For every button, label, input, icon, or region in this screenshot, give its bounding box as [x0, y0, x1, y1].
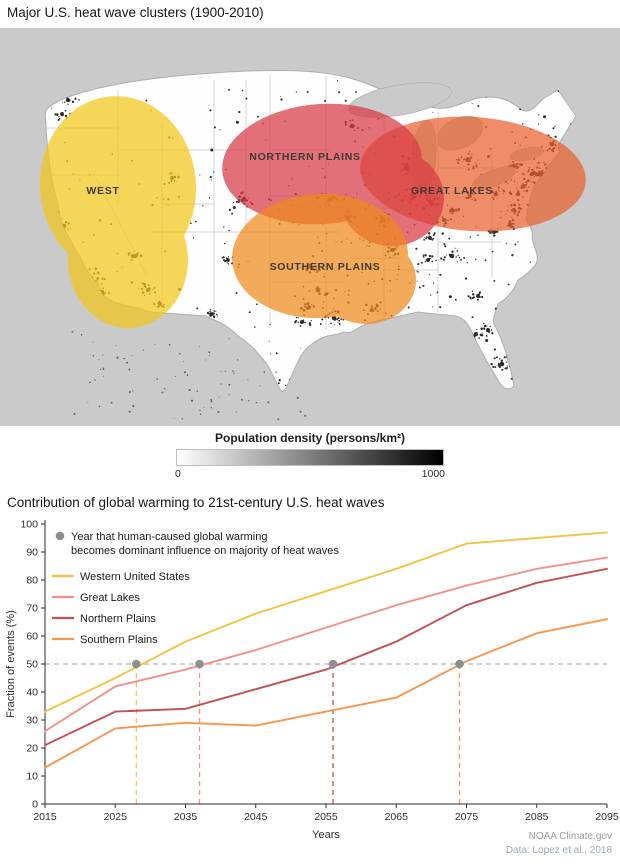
x-tick-label: 2015 — [33, 811, 57, 823]
x-axis-title: Years — [312, 829, 340, 841]
x-tick-label: 2035 — [174, 811, 198, 823]
heat-wave-line-chart: 0 10 20 30 40 50 60 70 80 90 100 2015 2025 2035 2045 20… — [0, 512, 620, 862]
density-gradient-bar — [176, 449, 444, 466]
y-tick-label: 30 — [26, 715, 38, 727]
region-west — [39, 96, 197, 328]
region-southern-plains — [232, 193, 416, 324]
series-line-northern-plains — [44, 567, 608, 747]
chart-legend: Year that human-caused global warming bec… — [52, 531, 339, 646]
x-tick-label: 2075 — [455, 811, 479, 823]
y-tick-label: 40 — [26, 687, 38, 699]
dominance-year-dot — [195, 659, 204, 669]
map-title: Major U.S. heat wave clusters (1900-2010… — [7, 5, 264, 20]
series-line-great-lakes — [44, 556, 608, 733]
axes — [44, 520, 607, 805]
region-label-west: WEST — [86, 185, 119, 197]
y-tick-label: 60 — [26, 631, 38, 643]
population-density-legend: Population density (persons/km²) 0 1000 — [0, 431, 620, 480]
y-tick-label: 20 — [26, 743, 38, 755]
y-tick-label: 100 — [20, 519, 38, 531]
legend-dot-icon — [55, 531, 65, 541]
x-tick-label: 2055 — [314, 811, 338, 823]
x-tick-label: 2065 — [385, 811, 409, 823]
dominance-year-dot — [455, 659, 464, 669]
legend-label-western-united-states: Western United States — [80, 571, 190, 583]
density-min-label: 0 — [175, 468, 181, 480]
x-tick-label: 2095 — [595, 811, 619, 823]
region-label-great-lakes: GREAT LAKES — [411, 185, 493, 197]
y-tick-label: 90 — [26, 547, 38, 559]
y-axis-title: Fraction of events (%) — [5, 610, 17, 718]
attribution-source: NOAA Climate.gov — [528, 831, 612, 842]
tick-labels: 0 10 20 30 40 50 60 70 80 90 100 2015 2025 2035 2045 20… — [20, 519, 618, 824]
x-tick-label: 2085 — [525, 811, 549, 823]
legend-note-line2: becomes dominant influence on majority o… — [71, 545, 339, 557]
x-tick-label: 2025 — [104, 811, 128, 823]
series-line-southern-plains — [44, 618, 608, 769]
y-tick-label: 70 — [26, 603, 38, 615]
region-label-southern-plains: SOUTHERN PLAINS — [270, 261, 381, 273]
legend-label-northern-plains: Northern Plains — [80, 613, 156, 625]
region-label-northern-plains: NORTHERN PLAINS — [249, 151, 360, 163]
y-tick-label: 10 — [26, 771, 38, 783]
density-max-label: 1000 — [421, 468, 445, 480]
legend-label-southern-plains: Southern Plains — [80, 634, 158, 646]
legend-label-great-lakes: Great Lakes — [80, 592, 140, 604]
x-tick-label: 2045 — [244, 811, 268, 823]
y-tick-label: 0 — [32, 799, 38, 811]
legend-note-line1: Year that human-caused global warming — [71, 531, 268, 543]
mexico-population-dots — [71, 330, 307, 421]
attribution-data: Data: Lopez et al., 2018 — [505, 845, 612, 856]
density-scale: 0 1000 — [175, 468, 445, 480]
y-tick-label: 80 — [26, 575, 38, 587]
dominance-year-dot — [328, 659, 338, 669]
us-map-svg: WEST NORTHERN PLAINS GREAT LAKES SOUTHER… — [0, 28, 620, 426]
line-chart-svg: 0 10 20 30 40 50 60 70 80 90 100 2015 2025 2035 2045 20… — [5, 519, 619, 842]
chart-title: Contribution of global warming to 21st-c… — [7, 495, 385, 510]
density-legend-title: Population density (persons/km²) — [214, 431, 406, 445]
heat-wave-cluster-map: WEST NORTHERN PLAINS GREAT LAKES SOUTHER… — [0, 28, 620, 426]
y-tick-label: 50 — [26, 659, 38, 671]
attribution: NOAA Climate.gov Data: Lopez et al., 201… — [506, 830, 612, 858]
dominance-year-dot — [132, 659, 141, 669]
